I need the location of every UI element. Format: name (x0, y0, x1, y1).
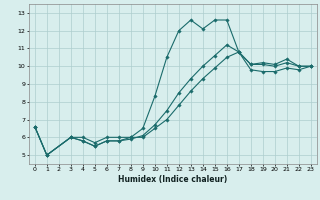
X-axis label: Humidex (Indice chaleur): Humidex (Indice chaleur) (118, 175, 228, 184)
